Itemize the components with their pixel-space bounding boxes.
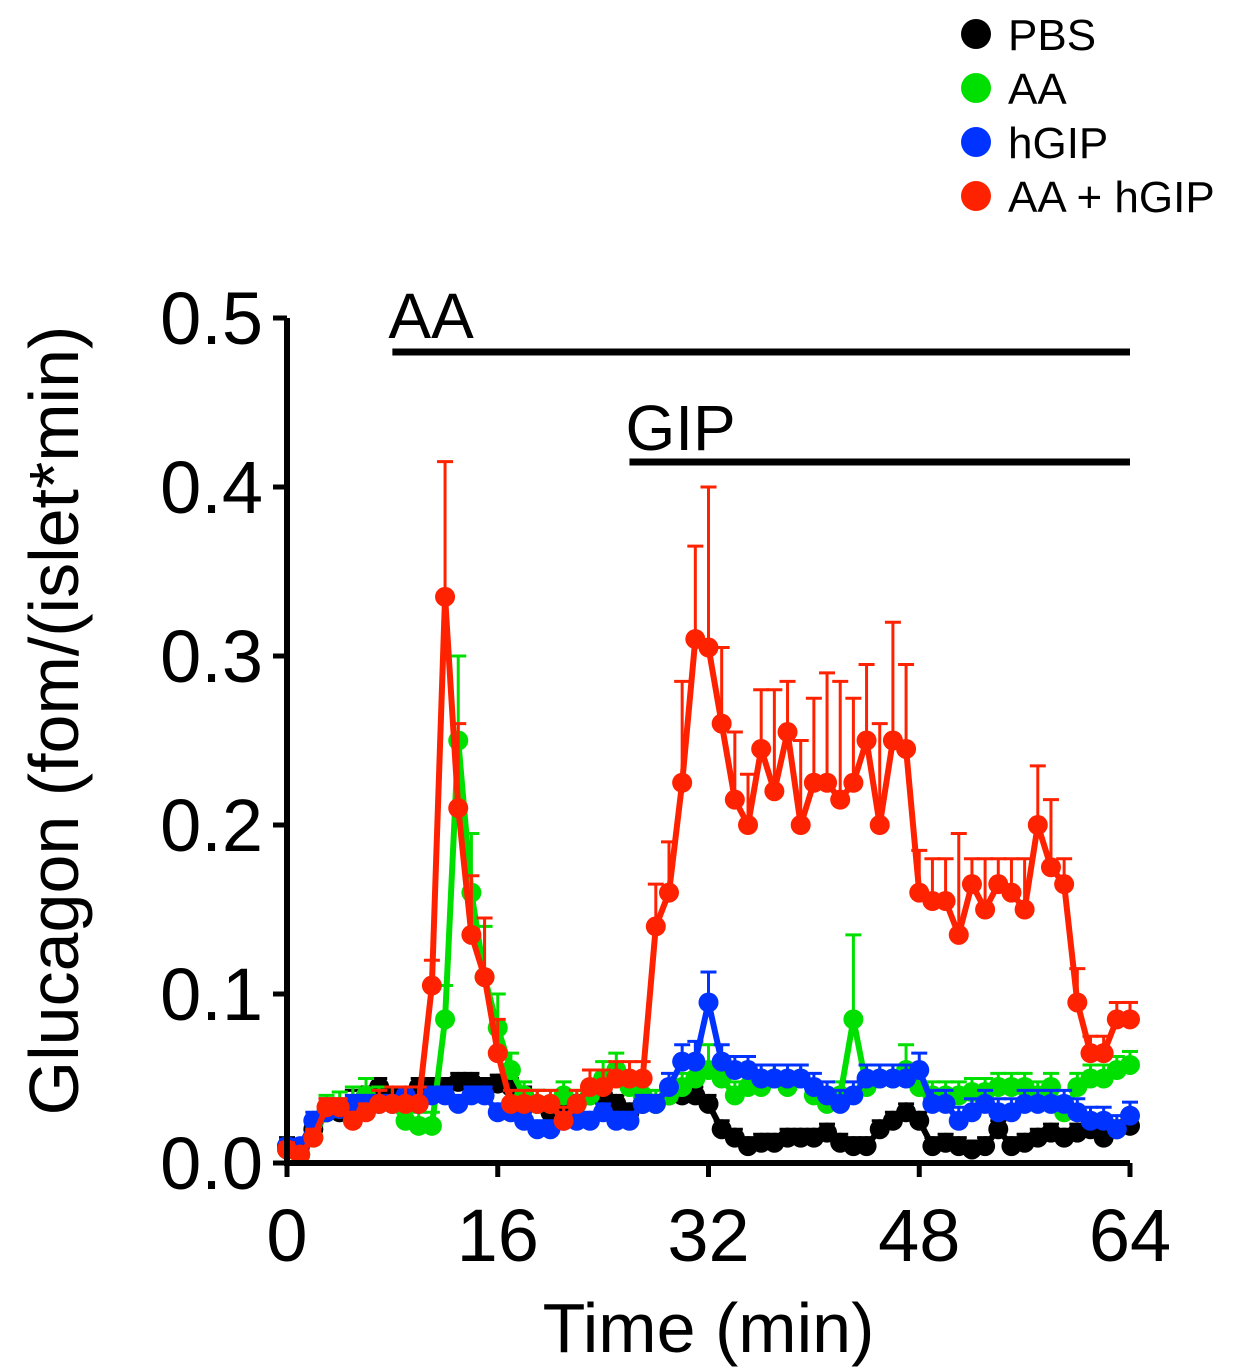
- data-point: [645, 1093, 666, 1114]
- data-point: [645, 916, 666, 937]
- data-point: [1106, 1119, 1127, 1140]
- legend-label: PBS: [1008, 11, 1096, 60]
- data-point: [1120, 1054, 1140, 1075]
- data-point: [830, 789, 851, 810]
- data-point: [909, 1060, 930, 1081]
- data-point: [948, 924, 969, 945]
- data-point: [896, 738, 917, 759]
- data-point: [751, 738, 772, 759]
- series-layer: [277, 460, 1140, 1165]
- data-point: [698, 1093, 719, 1114]
- legend-marker: [961, 127, 991, 157]
- data-point: [1027, 815, 1048, 835]
- legend-label: AA: [1008, 65, 1067, 114]
- y-tick-label: 0.2: [160, 784, 263, 867]
- series-aa-hgip: [277, 460, 1140, 1165]
- data-point: [487, 1043, 508, 1064]
- data-point: [461, 924, 482, 945]
- data-point: [290, 1144, 311, 1165]
- x-tick-label: 32: [667, 1194, 749, 1277]
- data-point: [408, 1093, 429, 1114]
- data-point: [961, 874, 982, 895]
- data-point: [658, 882, 679, 903]
- data-point: [303, 1127, 324, 1148]
- data-point: [764, 781, 785, 802]
- data-point: [474, 967, 495, 988]
- x-ticks: 0 16 32 48 64: [266, 1163, 1171, 1277]
- y-tick-label: 0.4: [160, 446, 263, 529]
- data-point: [724, 789, 745, 810]
- data-point: [540, 1093, 561, 1114]
- data-point: [738, 815, 759, 835]
- data-point: [711, 713, 732, 734]
- data-point: [1014, 899, 1035, 920]
- data-point: [1040, 857, 1061, 878]
- x-tick-label: 0: [266, 1194, 307, 1277]
- data-point: [777, 722, 798, 743]
- data-point: [698, 992, 719, 1013]
- x-tick-label: 64: [1089, 1194, 1171, 1277]
- treatment-bar-label: AA: [388, 280, 474, 352]
- data-point: [435, 1009, 456, 1030]
- data-point: [935, 891, 956, 912]
- y-tick-label: 0.3: [160, 615, 263, 698]
- y-ticks: 0.0 0.1 0.2 0.3 0.4 0.5: [160, 277, 287, 1205]
- data-point: [672, 772, 693, 793]
- data-point: [685, 1051, 706, 1072]
- data-point: [1120, 1105, 1140, 1126]
- data-point: [435, 586, 456, 607]
- series-hgip: [277, 970, 1140, 1157]
- axes: 0.00.10.20.30.40.5 0 16 32 48 64 Time (min) …: [15, 277, 1171, 1367]
- data-point: [1093, 1043, 1114, 1064]
- y-tick-label: 0.0: [160, 1122, 263, 1205]
- y-axis-title: Glucagon (fom/(islet*min): [15, 326, 93, 1116]
- data-point: [856, 730, 877, 751]
- data-point: [421, 975, 442, 996]
- data-point: [1054, 874, 1075, 895]
- x-tick-label: 16: [457, 1194, 539, 1277]
- data-point: [1040, 1076, 1061, 1097]
- legend-marker: [961, 19, 991, 49]
- data-point: [553, 1110, 574, 1131]
- data-point: [817, 772, 838, 793]
- data-point: [1067, 992, 1088, 1013]
- data-point: [566, 1093, 587, 1114]
- data-point: [843, 1085, 864, 1106]
- data-point: [790, 815, 811, 835]
- legend-label: AA + hGIP: [1008, 173, 1215, 222]
- data-point: [843, 1009, 864, 1030]
- data-point: [843, 772, 864, 793]
- data-point: [329, 1097, 350, 1118]
- legend-label: hGIP: [1008, 119, 1108, 168]
- legend-marker: [961, 181, 991, 211]
- data-point: [869, 815, 890, 835]
- data-point: [975, 1136, 996, 1157]
- legend: PBS AA hGIP AA + hGIP: [961, 11, 1215, 222]
- data-point: [988, 1119, 1009, 1140]
- data-point: [909, 1110, 930, 1131]
- y-tick-label: 0.1: [160, 953, 263, 1036]
- data-point: [935, 1093, 956, 1114]
- data-point: [698, 637, 719, 658]
- data-point: [1001, 882, 1022, 903]
- legend-marker: [961, 73, 991, 103]
- data-point: [975, 899, 996, 920]
- treatment-bar-label: GIP: [625, 392, 735, 464]
- data-point: [658, 1076, 679, 1097]
- data-point: [619, 1110, 640, 1131]
- data-point: [1120, 1009, 1140, 1030]
- data-point: [474, 1085, 495, 1106]
- data-point: [421, 1115, 442, 1136]
- x-tick-label: 48: [878, 1194, 960, 1277]
- y-tick-label: 0.5: [160, 277, 263, 360]
- data-point: [856, 1136, 877, 1157]
- treatment-bars: AA GIP: [388, 280, 1130, 466]
- data-point: [448, 798, 469, 819]
- data-point: [632, 1068, 653, 1089]
- x-axis-title: Time (min): [543, 1289, 875, 1367]
